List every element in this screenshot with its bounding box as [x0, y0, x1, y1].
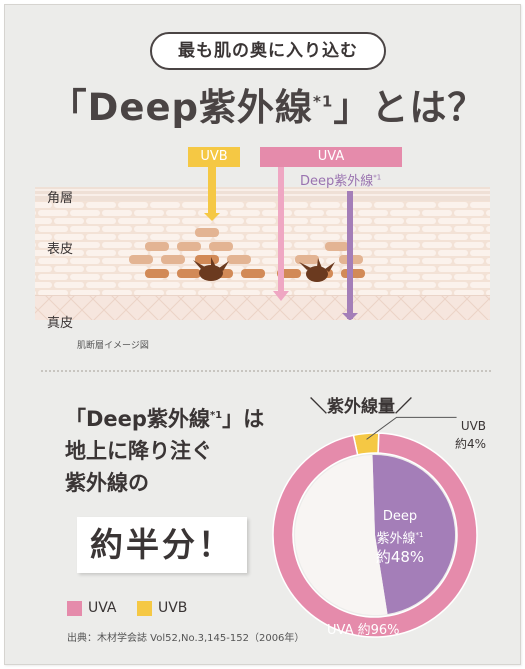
- lead-line-1-open: 「Deep紫外線: [65, 407, 210, 431]
- epidermis: [35, 201, 490, 295]
- uvb-slice-label-1: UVB: [460, 419, 487, 433]
- uva-label: UVA: [317, 149, 345, 164]
- deep-label-text: Deep紫外線: [300, 174, 374, 189]
- highlight-text: 約半分！: [90, 525, 234, 564]
- legend-swatch-uvb: [136, 600, 152, 616]
- legend-swatch-uva: [67, 600, 82, 616]
- uva-slice-label-text: UVA 約96%: [327, 623, 400, 638]
- legend-label-uvb: UVB: [157, 600, 188, 616]
- title-open: 「Deep紫外線: [49, 86, 314, 129]
- section-divider: [41, 370, 491, 372]
- source-citation: 出典：木材学会誌 Vol52,No.3,145-152（2006年）: [67, 633, 305, 644]
- donut-slice-uvb: [352, 432, 380, 456]
- uvb-slice-label-2: 約4%: [455, 437, 487, 451]
- uva-label-box: UVA: [260, 147, 402, 167]
- subtitle-pill: 最も肌の奥に入り込む: [150, 32, 386, 70]
- uva-slice-label: UVA 約96%: [327, 619, 400, 638]
- deep-label-footnote: *1: [373, 173, 382, 182]
- chart-title-slash-left: ＼: [310, 397, 327, 417]
- legend-item-uva: UVA: [67, 600, 117, 616]
- lead-footnote: *1: [209, 410, 223, 421]
- diagram-caption: 肌断層イメージ図: [77, 341, 149, 351]
- uvb-label: UVB: [200, 149, 228, 164]
- title-close: 」とは？: [333, 86, 486, 129]
- melanocyte-2: [299, 258, 335, 282]
- subtitle-text: 最も肌の奥に入り込む: [178, 41, 358, 61]
- deep-slice-label-2-text: 紫外線: [376, 531, 416, 547]
- title-footnote: *1: [313, 92, 334, 111]
- lead-line-2: 地上に降り注ぐ: [65, 439, 212, 463]
- deep-slice-label: Deep 紫外線*1 約48%: [365, 508, 435, 566]
- lead-text: 「Deep紫外線*1」は 地上に降り注ぐ 紫外線の: [65, 400, 285, 499]
- layer-label-stratum: 角層: [47, 191, 74, 206]
- melanocyte-1: [193, 257, 229, 281]
- dermis: [35, 295, 490, 320]
- lead-line-1: 「Deep紫外線*1」は: [65, 400, 285, 435]
- layer-label-dermis: 真皮: [47, 316, 74, 331]
- deep-slice-label-3: 約48%: [375, 548, 425, 567]
- highlight-box: 約半分！: [77, 517, 247, 573]
- uvb-leader-line: [366, 416, 457, 440]
- layer-label-epidermis: 表皮: [47, 242, 74, 257]
- legend-label-uva: UVA: [88, 600, 117, 616]
- chart-title-slash-right: ／: [395, 397, 412, 417]
- uvb-label-box: UVB: [188, 147, 240, 167]
- page-title: 「Deep紫外線*1」とは？: [5, 77, 525, 131]
- deep-slice-footnote: *1: [415, 531, 424, 539]
- lead-line-1-close: 」は: [222, 407, 265, 431]
- pigment-cells: [129, 228, 363, 264]
- legend-item-uvb: UVB: [136, 600, 188, 616]
- deep-label: Deep紫外線*1: [300, 170, 381, 189]
- chart-title-text: 紫外線量: [327, 397, 395, 417]
- skin-diagram: [35, 167, 490, 320]
- deep-slice-label-2: 紫外線*1: [365, 526, 435, 548]
- lead-line-3: 紫外線の: [65, 471, 149, 495]
- uvb-slice-label: UVB 約4%: [455, 417, 486, 453]
- infographic-card: 最も肌の奥に入り込む 「Deep紫外線*1」とは？: [4, 4, 521, 665]
- deep-slice-label-1: Deep: [382, 509, 418, 524]
- legend: UVA UVB: [67, 600, 203, 620]
- chart-title: ＼紫外線量／: [310, 392, 412, 417]
